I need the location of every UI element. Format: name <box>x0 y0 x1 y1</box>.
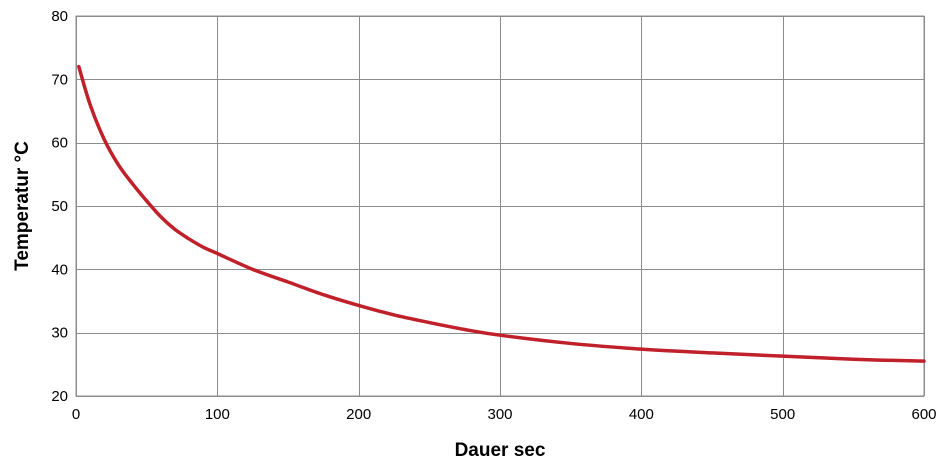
y-tick-label: 70 <box>51 71 68 88</box>
y-tick-label: 20 <box>51 388 68 405</box>
plot-frame <box>75 15 925 397</box>
x-tick-label: 100 <box>205 406 230 423</box>
x-tick-label: 600 <box>911 406 936 423</box>
y-tick-label: 50 <box>51 198 68 215</box>
x-tick-label: 400 <box>629 406 654 423</box>
x-tick-labels: 0 100 200 300 400 500 600 <box>72 406 937 423</box>
y-tick-label: 60 <box>51 135 68 152</box>
y-tick-label: 30 <box>51 325 68 342</box>
series-line <box>77 64 926 363</box>
y-tick-labels: 20 30 40 50 60 70 80 <box>51 8 68 405</box>
series-layer <box>77 64 926 363</box>
grid <box>76 16 925 397</box>
x-tick-label: 500 <box>770 406 795 423</box>
x-tick-label: 300 <box>487 406 512 423</box>
x-tick-label: 200 <box>346 406 371 423</box>
x-tick-label: 0 <box>72 406 80 423</box>
y-tick-label: 80 <box>51 8 68 25</box>
y-axis-title: Temperatur °C <box>12 141 33 271</box>
x-axis-title: Dauer sec <box>455 440 546 461</box>
y-tick-label: 40 <box>51 261 68 278</box>
